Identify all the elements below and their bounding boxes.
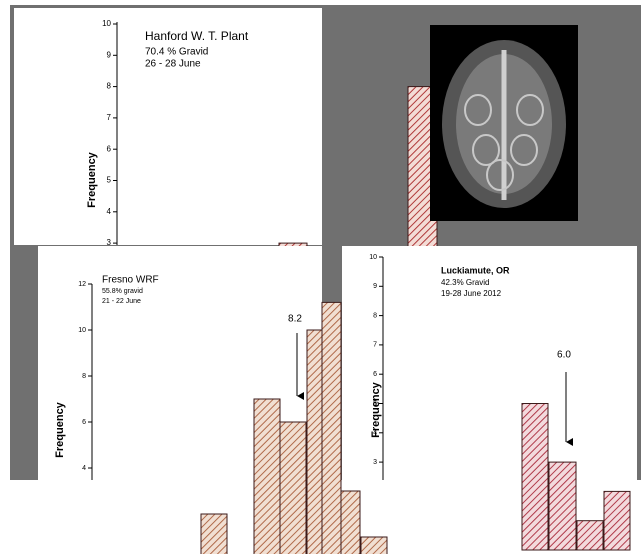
chart-subtitle: 42.3% Gravid <box>441 278 489 287</box>
y-axis-label: Frequency <box>54 401 66 458</box>
y-axis-label: Frequency <box>86 151 98 208</box>
y-tick-label: 10 <box>78 327 86 334</box>
chart-title: Hanford W. T. Plant <box>145 29 249 43</box>
y-tick-label: 6 <box>82 419 86 426</box>
y-tick-label: 3 <box>107 238 112 247</box>
slide: 3 4 5 6 7 8 9 10 Frequency Hanford W. T. Plant 70.… <box>0 0 641 554</box>
annotation: 8.2 <box>288 314 302 325</box>
bar <box>577 521 603 550</box>
y-tick-label: 7 <box>373 342 377 349</box>
bar <box>361 537 387 554</box>
y-tick-label: 9 <box>107 50 112 59</box>
xray-photo <box>430 25 578 221</box>
bar <box>522 404 548 551</box>
bar <box>254 399 280 554</box>
y-tick-label: 5 <box>107 176 112 185</box>
chart-title: Fresno WRF <box>102 275 159 286</box>
panel-box <box>342 246 637 480</box>
y-tick-label: 4 <box>82 465 86 472</box>
bar <box>549 462 576 550</box>
chart-subtitle: 55.8% gravid <box>102 288 143 295</box>
y-tick-label: 8 <box>107 82 112 91</box>
chart-title: Luckiamute, OR <box>441 265 510 275</box>
annotation: 6.0 <box>557 350 571 361</box>
bar <box>322 302 341 554</box>
bar <box>201 514 227 554</box>
y-tick-label: 8 <box>373 312 377 319</box>
y-tick-label: 8 <box>82 373 86 380</box>
chart-subtitle: 19-28 June 2012 <box>441 289 502 298</box>
y-tick-label: 9 <box>373 283 377 290</box>
y-tick-label: 6 <box>373 371 377 378</box>
y-tick-label: 4 <box>107 207 112 216</box>
chart-subtitle: 21 - 22 June <box>102 298 141 305</box>
chart-subtitle: 26 - 28 June <box>145 59 201 70</box>
bar <box>604 491 630 550</box>
chart-subtitle: 70.4 % Gravid <box>145 47 208 58</box>
y-axis-label: Frequency <box>370 381 382 438</box>
y-tick-label: 7 <box>107 113 112 122</box>
y-tick-label: 3 <box>373 459 377 466</box>
y-tick-label: 6 <box>107 144 112 153</box>
bar <box>280 422 306 554</box>
y-tick-label: 10 <box>102 19 111 28</box>
y-tick-label: 10 <box>369 254 377 261</box>
panel-box <box>14 8 322 245</box>
y-tick-label: 12 <box>78 281 86 288</box>
